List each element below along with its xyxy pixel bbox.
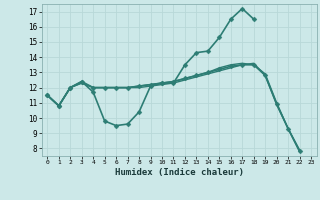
X-axis label: Humidex (Indice chaleur): Humidex (Indice chaleur) — [115, 168, 244, 177]
